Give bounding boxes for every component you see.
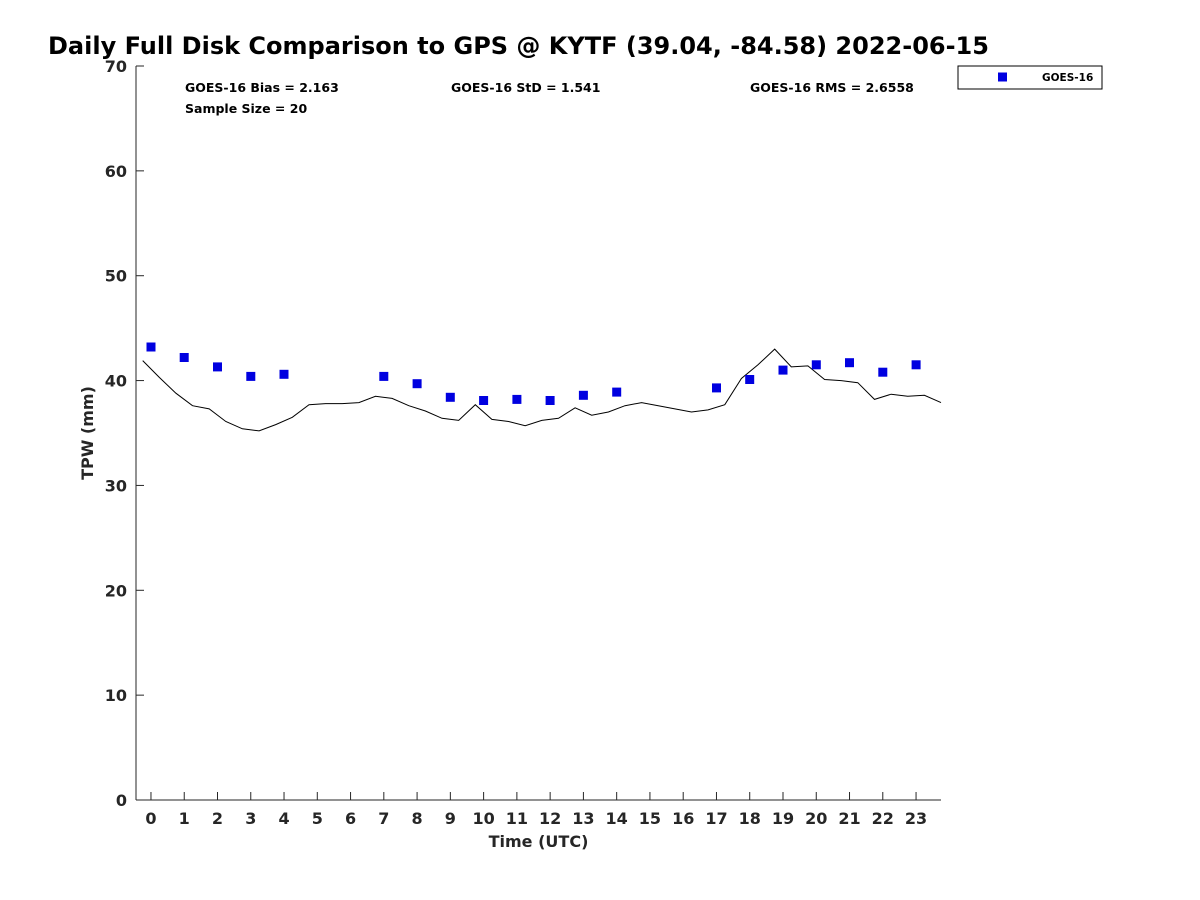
legend-marker [998, 72, 1007, 82]
legend-box [957, 65, 1103, 90]
x-axis-label: Time (UTC) [489, 832, 589, 851]
y-tick-label: 0 [116, 791, 127, 810]
std-stat: GOES-16 StD = 1.541 [451, 80, 600, 95]
goes-16-point [612, 387, 622, 397]
y-tick-label: 40 [105, 372, 127, 391]
y-tick-label: 60 [105, 162, 127, 181]
goes-16-point [479, 396, 489, 405]
goes-16-point [246, 371, 256, 381]
goes-16-point [379, 371, 389, 381]
goes-16-point [911, 360, 921, 370]
goes-16-point [878, 367, 888, 377]
y-tick-label: 10 [105, 686, 127, 705]
goes-16-point [578, 390, 588, 400]
x-tick-label: 15 [639, 809, 661, 828]
x-tick-label: 23 [905, 809, 927, 828]
x-tick-label: 21 [838, 809, 860, 828]
x-tick-label: 0 [145, 809, 156, 828]
x-tick-label: 18 [739, 809, 761, 828]
legend-label-goes-16: GOES-16 [1042, 72, 1093, 84]
x-tick-label: 5 [312, 809, 323, 828]
goes-16-point [445, 392, 455, 402]
goes-16-point [213, 362, 222, 372]
goes-16-point [179, 353, 189, 362]
goes-16-point [712, 383, 721, 393]
goes-16-point [745, 375, 755, 384]
goes-16-point [811, 360, 821, 370]
x-tick-label: 11 [506, 809, 528, 828]
x-tick-label: 12 [539, 809, 561, 828]
x-tick-label: 4 [278, 809, 289, 828]
goes-16-point [146, 342, 156, 352]
goes-16-point [512, 394, 522, 404]
x-tick-label: 16 [672, 809, 694, 828]
x-tick-label: 17 [705, 809, 727, 828]
x-tick-label: 9 [445, 809, 456, 828]
goes-16-point [545, 396, 555, 405]
legend: GOES-16 [957, 65, 1103, 90]
x-tick-label: 14 [606, 809, 628, 828]
chart-title: Daily Full Disk Comparison to GPS @ KYTF… [48, 32, 989, 60]
x-tick-label: 1 [179, 809, 190, 828]
y-tick-label: 30 [105, 476, 127, 495]
x-tick-label: 13 [572, 809, 594, 828]
x-tick-label: 7 [378, 809, 389, 828]
bias-stat: GOES-16 Bias = 2.163 [185, 80, 339, 95]
goes-16-point [778, 365, 788, 375]
goes-16-point [279, 369, 289, 379]
sample-size-stat: Sample Size = 20 [185, 101, 307, 116]
goes-16-point [845, 358, 854, 368]
x-tick-label: 6 [345, 809, 356, 828]
y-tick-label: 50 [105, 267, 127, 286]
y-tick-label: 20 [105, 581, 127, 600]
y-axis-label: TPW (mm) [78, 386, 97, 480]
x-tick-label: 19 [772, 809, 794, 828]
x-tick-label: 20 [805, 809, 827, 828]
x-tick-label: 8 [412, 809, 423, 828]
goes-16-point [412, 379, 422, 389]
x-tick-label: 22 [872, 809, 894, 828]
x-tick-label: 2 [212, 809, 223, 828]
gps-tpw-line [142, 348, 942, 432]
x-tick-label: 10 [472, 809, 494, 828]
rms-stat: GOES-16 RMS = 2.6558 [750, 80, 914, 95]
y-tick-label: 70 [105, 57, 127, 76]
x-tick-label: 3 [245, 809, 256, 828]
